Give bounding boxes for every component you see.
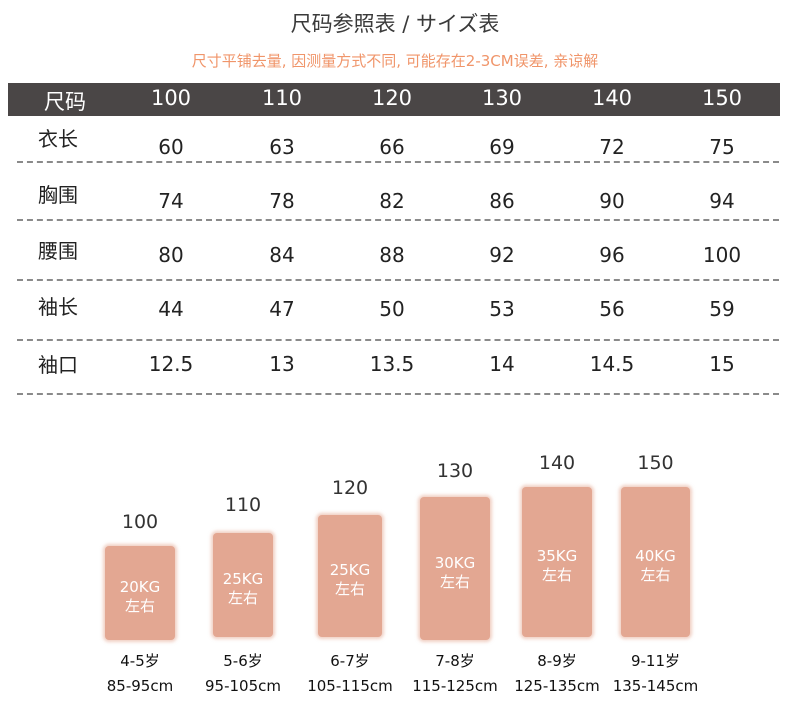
age-height-caption: 7-8岁 115-125cm	[400, 649, 510, 699]
size-block: 25KG 左右	[318, 515, 382, 637]
size-block: 40KG 左右	[621, 487, 690, 637]
table-cell: 80	[158, 243, 184, 267]
table-cell: 74	[158, 189, 184, 213]
height-range: 135-145cm	[612, 677, 699, 695]
age-height-caption: 9-11岁 135-145cm	[601, 649, 711, 699]
header-cell: 130	[481, 86, 523, 110]
table-cell: 15	[709, 352, 735, 376]
weight-text: 20KG 左右	[105, 578, 175, 616]
table-cell: 69	[489, 135, 515, 159]
header-cell: 110	[261, 86, 303, 110]
table-cell: 75	[709, 135, 735, 159]
age: 9-11岁	[630, 652, 681, 670]
table-cell: 60	[158, 135, 184, 159]
table-cell: 53	[489, 297, 515, 321]
header-cell: 140	[591, 86, 633, 110]
table-cell: 12.5	[148, 352, 194, 376]
size-label: 130	[436, 460, 474, 482]
table-cell: 72	[599, 135, 625, 159]
table-cell: 13	[269, 352, 295, 376]
size-label: 110	[224, 494, 262, 516]
size-label: 120	[331, 477, 369, 499]
table-cell: 96	[599, 243, 625, 267]
page-title: 尺码参照表 / サイズ表	[290, 12, 500, 36]
row-label: 腰围	[38, 239, 78, 263]
weight-text: 35KG 左右	[522, 547, 592, 585]
height-range: 105-115cm	[307, 677, 393, 695]
header-cell: 120	[371, 86, 413, 110]
weight: 35KG	[536, 546, 578, 565]
header-cell: 100	[150, 86, 192, 110]
weight-text: 30KG 左右	[420, 553, 490, 591]
table-cell: 78	[269, 189, 295, 213]
weight-text: 40KG 左右	[621, 547, 690, 585]
weight: 40KG	[635, 546, 676, 565]
table-cell: 13.5	[369, 352, 415, 376]
approx: 左右	[227, 588, 258, 607]
height-range: 95-105cm	[205, 677, 281, 695]
table-cell: 66	[379, 135, 405, 159]
row-label: 衣长	[38, 127, 78, 151]
table-cell: 56	[599, 297, 625, 321]
age-height-caption: 5-6岁 95-105cm	[188, 649, 298, 699]
age: 7-8岁	[435, 652, 475, 670]
table-cell: 86	[489, 189, 515, 213]
weight: 30KG	[434, 553, 476, 572]
row-label: 胸围	[38, 183, 78, 207]
size-block: 20KG 左右	[105, 546, 175, 640]
height-range: 115-125cm	[412, 677, 498, 695]
height-range: 85-95cm	[106, 677, 174, 695]
weight: 25KG	[329, 560, 371, 579]
table-cell: 44	[158, 297, 184, 321]
size-label: 100	[121, 511, 159, 533]
table-cell: 92	[489, 243, 515, 267]
table-cell: 50	[379, 297, 405, 321]
table-cell: 84	[269, 243, 295, 267]
size-block: 25KG 左右	[213, 533, 273, 637]
age: 4-5岁	[120, 652, 160, 670]
row-label: 袖长	[38, 295, 78, 319]
table-cell: 88	[379, 243, 405, 267]
age-height-caption: 8-9岁 125-135cm	[502, 649, 612, 699]
table-cell: 94	[709, 189, 735, 213]
age: 5-6岁	[223, 652, 263, 670]
age: 8-9岁	[537, 652, 577, 670]
size-block: 35KG 左右	[522, 487, 592, 637]
row-divider	[17, 339, 779, 341]
table-cell: 14	[489, 352, 515, 376]
height-range: 125-135cm	[514, 677, 600, 695]
row-divider	[17, 219, 779, 221]
table-cell: 59	[709, 297, 735, 321]
age-height-caption: 6-7岁 105-115cm	[295, 649, 405, 699]
approx: 左右	[334, 579, 365, 598]
header-size-label: 尺码	[44, 90, 86, 114]
size-label: 140	[538, 452, 576, 474]
table-cell: 100	[702, 243, 742, 267]
measurement-note: 尺寸平铺去量, 因测量方式不同, 可能存在2-3CM误差, 亲谅解	[191, 52, 599, 70]
header-cell: 150	[701, 86, 743, 110]
table-cell: 14.5	[589, 352, 635, 376]
size-label: 150	[637, 452, 674, 474]
weight: 25KG	[222, 569, 264, 588]
age-height-caption: 4-5岁 85-95cm	[85, 649, 195, 699]
weight: 20KG	[119, 577, 161, 596]
approx: 左右	[640, 565, 671, 584]
weight-text: 25KG 左右	[213, 570, 273, 608]
row-label: 袖口	[38, 353, 78, 377]
row-divider	[17, 161, 779, 163]
size-block: 30KG 左右	[420, 497, 490, 640]
approx: 左右	[439, 572, 470, 591]
table-header: 尺码 100 110 120 130 140 150	[8, 83, 780, 116]
weight-text: 25KG 左右	[318, 561, 382, 599]
row-divider	[17, 279, 779, 281]
table-cell: 90	[599, 189, 625, 213]
age: 6-7岁	[330, 652, 370, 670]
approx: 左右	[124, 596, 155, 615]
approx: 左右	[541, 565, 572, 584]
row-divider	[17, 393, 779, 395]
table-cell: 63	[269, 135, 295, 159]
table-cell: 82	[379, 189, 405, 213]
table-cell: 47	[269, 297, 295, 321]
